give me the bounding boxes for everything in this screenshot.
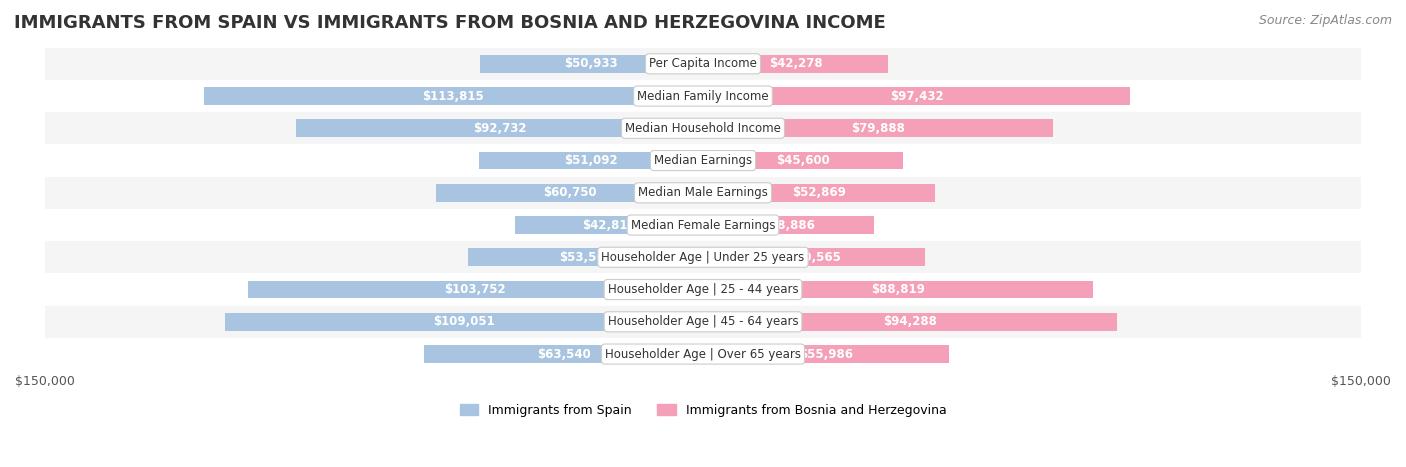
Bar (45, 144, 1361, 177)
Bar (703, 55, 889, 73)
Bar (204, 87, 703, 105)
Bar (703, 281, 1092, 298)
Text: $52,869: $52,869 (792, 186, 846, 199)
Text: Source: ZipAtlas.com: Source: ZipAtlas.com (1258, 14, 1392, 27)
Text: Median Household Income: Median Household Income (626, 122, 780, 135)
Bar (703, 120, 1053, 137)
Text: $38,886: $38,886 (762, 219, 815, 232)
Bar (468, 248, 703, 266)
Text: $50,565: $50,565 (787, 251, 841, 264)
Text: $92,732: $92,732 (472, 122, 526, 135)
Text: Householder Age | Over 65 years: Householder Age | Over 65 years (605, 347, 801, 361)
Bar (225, 313, 703, 331)
Bar (703, 313, 1116, 331)
Text: Median Earnings: Median Earnings (654, 154, 752, 167)
Bar (479, 152, 703, 170)
Text: Median Family Income: Median Family Income (637, 90, 769, 103)
Text: $42,278: $42,278 (769, 57, 823, 71)
Bar (45, 209, 1361, 241)
Text: $103,752: $103,752 (444, 283, 506, 296)
Bar (703, 216, 873, 234)
Text: IMMIGRANTS FROM SPAIN VS IMMIGRANTS FROM BOSNIA AND HERZEGOVINA INCOME: IMMIGRANTS FROM SPAIN VS IMMIGRANTS FROM… (14, 14, 886, 32)
Bar (703, 87, 1130, 105)
Text: $88,819: $88,819 (870, 283, 925, 296)
Text: $79,888: $79,888 (851, 122, 905, 135)
Text: $94,288: $94,288 (883, 315, 936, 328)
Bar (703, 184, 935, 202)
Text: $55,986: $55,986 (799, 347, 853, 361)
Text: $50,933: $50,933 (564, 57, 619, 71)
Bar (45, 274, 1361, 306)
Text: $45,600: $45,600 (776, 154, 830, 167)
Bar (425, 345, 703, 363)
Bar (436, 184, 703, 202)
Text: Householder Age | Under 25 years: Householder Age | Under 25 years (602, 251, 804, 264)
Bar (703, 345, 949, 363)
Text: $113,815: $113,815 (422, 90, 484, 103)
Text: Householder Age | 25 - 44 years: Householder Age | 25 - 44 years (607, 283, 799, 296)
Text: Per Capita Income: Per Capita Income (650, 57, 756, 71)
Bar (45, 241, 1361, 274)
Bar (703, 248, 925, 266)
Text: $60,750: $60,750 (543, 186, 596, 199)
Text: $109,051: $109,051 (433, 315, 495, 328)
Text: Median Male Earnings: Median Male Earnings (638, 186, 768, 199)
Text: $42,815: $42,815 (582, 219, 636, 232)
Bar (45, 306, 1361, 338)
Text: Median Female Earnings: Median Female Earnings (631, 219, 775, 232)
Bar (247, 281, 703, 298)
Bar (297, 120, 703, 137)
Bar (45, 48, 1361, 80)
Bar (45, 177, 1361, 209)
Text: $63,540: $63,540 (537, 347, 591, 361)
Bar (703, 152, 903, 170)
Bar (479, 55, 703, 73)
Bar (45, 80, 1361, 112)
Text: Householder Age | 45 - 64 years: Householder Age | 45 - 64 years (607, 315, 799, 328)
Legend: Immigrants from Spain, Immigrants from Bosnia and Herzegovina: Immigrants from Spain, Immigrants from B… (454, 399, 952, 422)
Bar (45, 338, 1361, 370)
Text: $53,560: $53,560 (558, 251, 613, 264)
Text: $97,432: $97,432 (890, 90, 943, 103)
Text: $51,092: $51,092 (564, 154, 617, 167)
Bar (515, 216, 703, 234)
Bar (45, 112, 1361, 144)
